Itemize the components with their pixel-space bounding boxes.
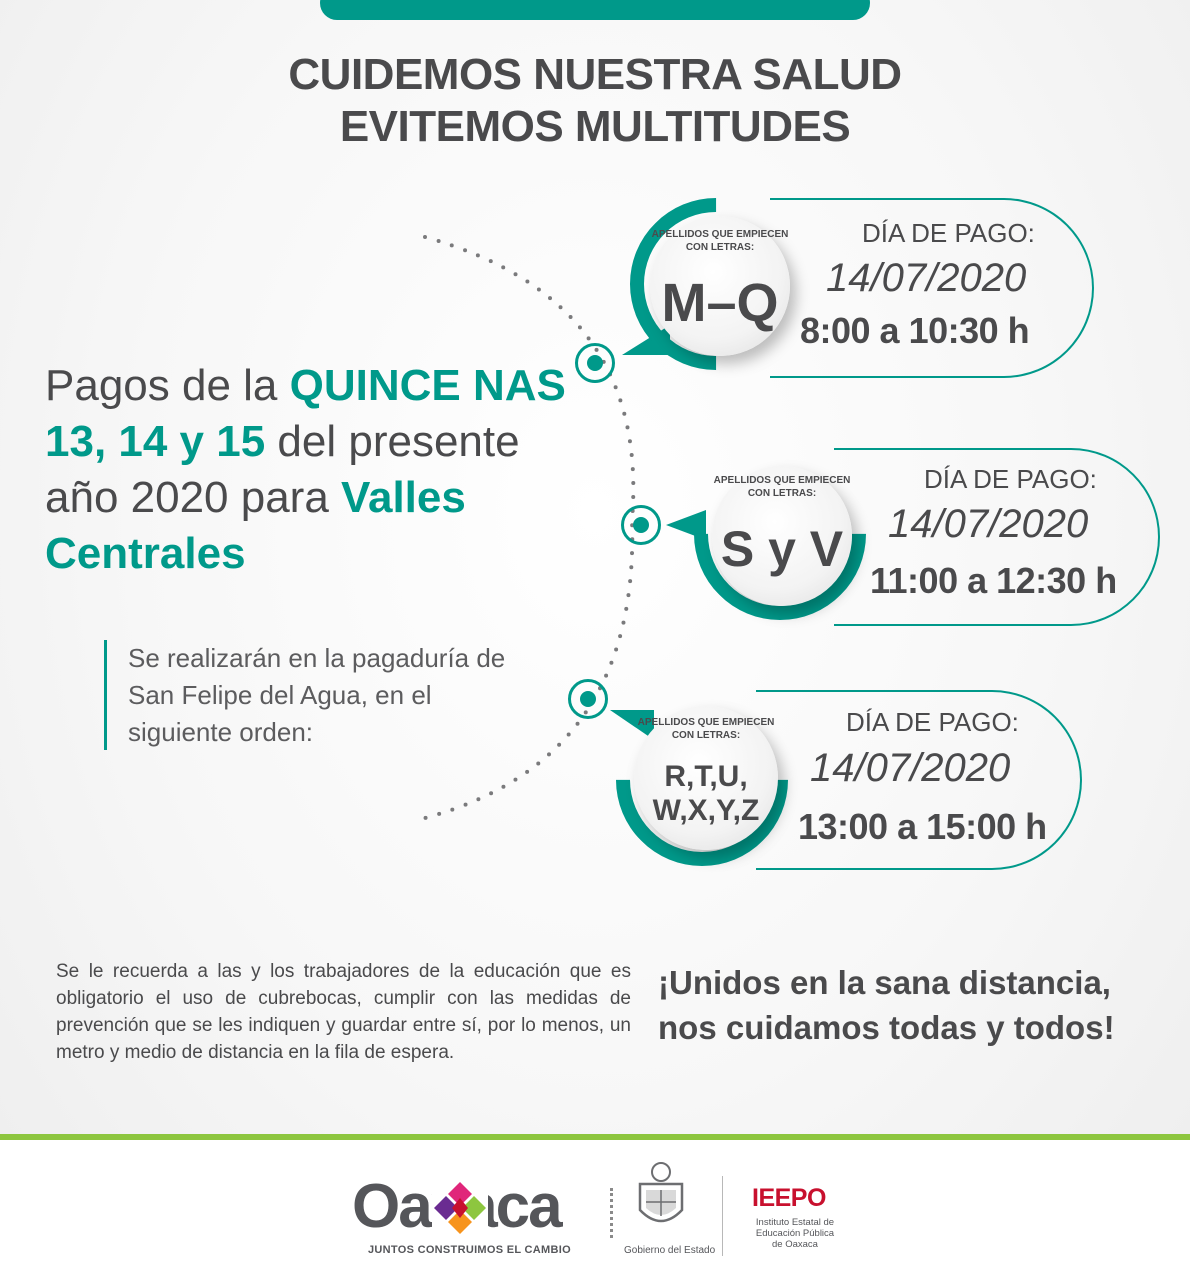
pay-day-label: DÍA DE PAGO: [862, 218, 1035, 248]
government-label: Gobierno del Estado [624, 1245, 716, 1256]
pointer-icon [666, 510, 706, 540]
letters-disc: APELLIDOS QUE EMPIECEN CON LETRAS: R,T,U… [634, 706, 778, 850]
disc-label: APELLIDOS QUE EMPIECEN CON LETRAS: [637, 717, 775, 741]
pay-day-label: DÍA DE PAGO: [846, 707, 1019, 737]
target-marker-icon [621, 505, 661, 545]
slogan: ¡Unidos en la sana distancia, nos cuidam… [658, 964, 1115, 1046]
target-marker-icon [575, 343, 615, 383]
target-marker-icon [568, 679, 608, 719]
footer-dotted-separator [610, 1188, 617, 1238]
intro-quincenas: QUINCE NAS [289, 361, 566, 410]
pay-day-label: DÍA DE PAGO: [924, 464, 1097, 494]
footer [0, 1140, 1190, 1280]
oaxaca-tagline: JUNTOS CONSTRUIMOS EL CAMBIO [368, 1244, 571, 1256]
intro-region: Valles Centrales [45, 473, 466, 578]
headline-line-2: EVITEMOS MULTITUDES [339, 102, 851, 151]
card-outline [756, 690, 1082, 870]
letters-disc: APELLIDOS QUE EMPIECEN CON LETRAS: M–Q [650, 216, 790, 356]
pay-date: 14/07/2020 [810, 746, 1011, 790]
pay-time: 13:00 a 15:00 h [798, 806, 1047, 847]
state-crest-icon [638, 1162, 684, 1223]
pay-time: 8:00 a 10:30 h [800, 310, 1030, 351]
note-accent-line [104, 640, 107, 750]
intro-numbers: 13, 14 y 15 [45, 417, 266, 466]
disc-label: APELLIDOS QUE EMPIECEN CON LETRAS: [651, 229, 789, 253]
disc-letters: M–Q [661, 273, 779, 333]
reminder-paragraph: Se le recuerda a las y los trabajadores … [56, 961, 631, 1063]
disc-letters: R,T,U, W,X,Y,Z [652, 760, 760, 827]
top-accent-bar [320, 0, 870, 20]
disc-label: APELLIDOS QUE EMPIECEN CON LETRAS: [713, 475, 851, 499]
location-note: Se realizarán en la pagaduría de San Fel… [128, 643, 506, 747]
pay-date: 14/07/2020 [888, 502, 1089, 546]
card-outline [834, 448, 1160, 626]
letters-disc: APELLIDOS QUE EMPIECEN CON LETRAS: S y V [712, 466, 852, 606]
ieepo-fullname: Instituto Estatal de Educación Pública d… [755, 1217, 835, 1250]
intro-text: Pagos de la QUINCE NAS 13, 14 y 15 del p… [45, 361, 566, 578]
card-outline [770, 198, 1094, 378]
oaxaca-logo-mark-icon [432, 1180, 488, 1236]
footer-line-separator [722, 1176, 723, 1256]
ieepo-logo: IEEPO [752, 1184, 826, 1212]
green-divider [0, 1134, 1190, 1140]
pay-date: 14/07/2020 [826, 256, 1027, 300]
headline-line-1: CUIDEMOS NUESTRA SALUD [288, 50, 902, 99]
pay-time: 11:00 a 12:30 h [870, 560, 1117, 601]
disc-letters: S y V [720, 521, 844, 577]
pointer-icon [622, 325, 670, 355]
